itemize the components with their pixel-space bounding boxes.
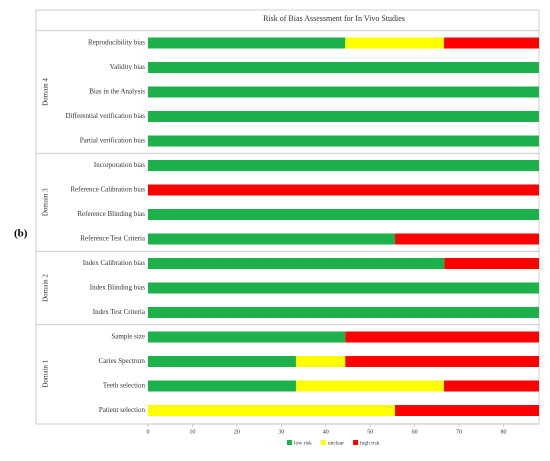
bar-segment	[148, 356, 296, 367]
x-tick-label: 20	[234, 429, 240, 435]
bar-segment	[148, 405, 396, 416]
category-label: Patient selection	[99, 406, 146, 414]
bar-segment	[443, 380, 539, 392]
bar-segment	[345, 37, 444, 49]
chart-title: Risk of Bias Assessment for In Vivo Stud…	[263, 14, 405, 23]
x-tick-label: 40	[323, 429, 329, 435]
category-label: Bias in the Analysis	[89, 88, 145, 96]
bar-segment	[148, 160, 539, 171]
bar-segment	[395, 405, 539, 416]
domain-label: Domain 1	[42, 359, 50, 387]
bar-segment	[395, 233, 539, 245]
bar-segment	[148, 86, 539, 98]
category-label: Caries Spectrum	[99, 357, 146, 365]
bar-segment	[148, 282, 539, 294]
bar-segment	[148, 135, 539, 147]
legend-swatch	[353, 440, 359, 445]
category-label: Reference Blinding bias	[77, 210, 145, 218]
bar-segment	[345, 331, 539, 343]
bar-segment	[148, 62, 539, 73]
category-label: Index Test Criteria	[93, 308, 146, 316]
bar-segment	[148, 380, 296, 392]
category-label: Index Blinding bias	[90, 284, 145, 292]
category-label: Partial verification bias	[80, 137, 146, 145]
category-label: Sample size	[111, 333, 145, 341]
x-tick-label: 60	[412, 429, 418, 435]
bar-segment	[148, 307, 539, 318]
category-label: Index Calibration bias	[83, 259, 145, 267]
bar-segment	[148, 331, 346, 343]
legend-swatch	[287, 440, 292, 445]
bar-segment	[295, 356, 346, 367]
legend-label: high risk	[360, 440, 380, 446]
x-tick-label: 10	[189, 429, 195, 435]
bar-segment	[148, 233, 396, 245]
category-label: Reference Test Criteria	[80, 235, 146, 243]
bar-segment	[148, 258, 445, 269]
category-label: Differential verification bias	[65, 112, 145, 120]
domain-label: Domain 2	[42, 274, 50, 302]
bar-segment	[148, 184, 539, 196]
x-tick-label: 30	[278, 429, 284, 435]
panel-label: (b)	[14, 228, 28, 240]
bar-segment	[148, 111, 539, 122]
bar-segment	[148, 37, 346, 49]
x-tick-label: 0	[147, 429, 150, 435]
legend-swatch	[320, 440, 326, 445]
bar-segment	[345, 356, 539, 367]
x-tick-label: 70	[456, 429, 462, 435]
domain-label: Domain 4	[42, 78, 50, 106]
category-label: Teeth selection	[103, 382, 146, 390]
domain-label: Domain 3	[42, 188, 50, 216]
category-label: Validity bias	[110, 63, 145, 71]
legend-label: unclear	[328, 440, 344, 446]
bar-segment	[295, 380, 444, 392]
bar-segment	[444, 258, 539, 269]
bar-segment	[148, 209, 539, 220]
x-tick-label: 80	[500, 429, 506, 435]
x-tick-label: 50	[367, 429, 373, 435]
bar-segment	[443, 37, 539, 49]
category-label: Reference Calibration bias	[70, 186, 145, 194]
category-label: Incorporation bias	[94, 161, 145, 169]
category-label: Reproducibility bias	[88, 39, 145, 47]
legend-label: low risk	[294, 440, 312, 446]
